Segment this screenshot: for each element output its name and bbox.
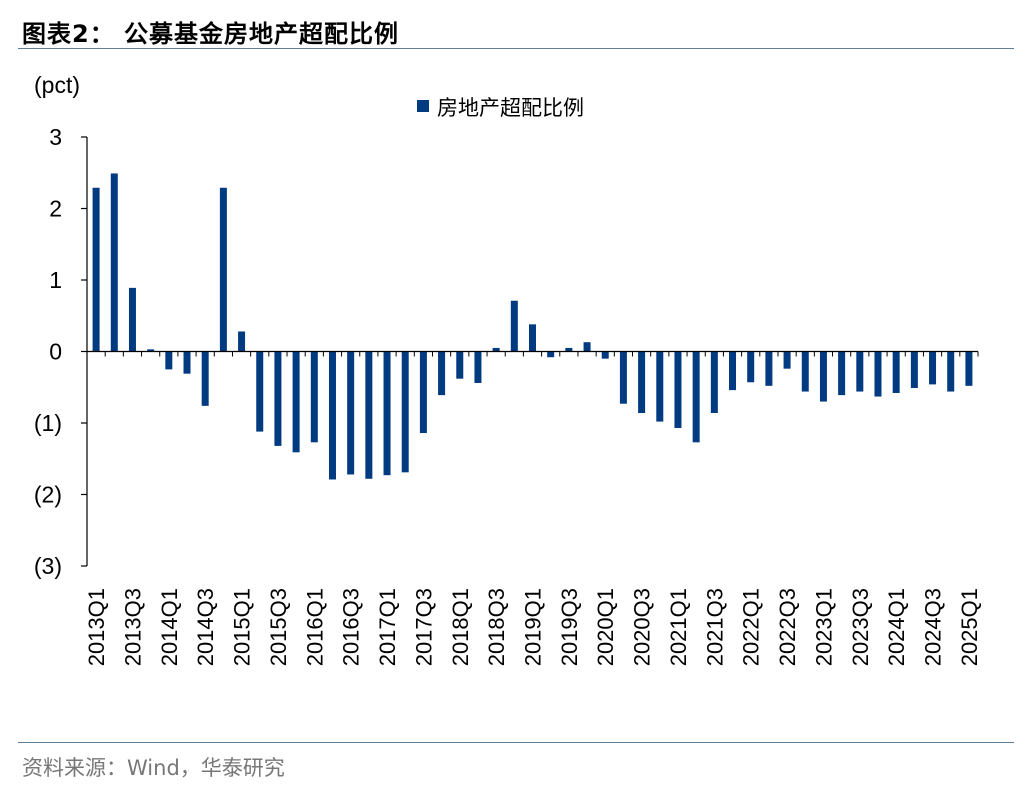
bar-2020Q2 — [619, 351, 627, 404]
x-tick-label: 2017Q1 — [375, 588, 400, 666]
y-tick-label: 2 — [49, 196, 62, 222]
bar-2020Q4 — [656, 351, 664, 422]
x-tick-label: 2020Q1 — [593, 588, 618, 666]
legend-swatch — [417, 100, 429, 112]
bar-2020Q1 — [601, 351, 609, 359]
source-note: 资料来源：Wind，华泰研究 — [22, 756, 285, 780]
bar-2018Q1 — [456, 351, 464, 379]
bar-2013Q2 — [110, 173, 118, 352]
y-tick-label: (3) — [34, 553, 62, 579]
bar-2024Q3 — [929, 351, 937, 385]
x-tick-label: 2022Q1 — [739, 588, 764, 666]
x-tick-label: 2017Q3 — [411, 588, 436, 666]
x-tick-label: 2019Q1 — [521, 588, 546, 666]
y-tick-label: 3 — [49, 124, 62, 150]
x-tick-label: 2013Q3 — [120, 588, 145, 666]
bar-2020Q3 — [638, 351, 646, 413]
bar-2022Q4 — [801, 351, 809, 392]
bar-2016Q3 — [347, 351, 355, 475]
bar-2021Q2 — [692, 351, 700, 443]
bar-2023Q3 — [856, 351, 864, 392]
bar-2022Q3 — [783, 351, 791, 369]
x-tick-label: 2018Q1 — [448, 588, 473, 666]
bar-2019Q4 — [583, 342, 591, 352]
x-tick-label: 2018Q3 — [484, 588, 509, 666]
top-divider — [18, 48, 1014, 49]
bar-2023Q2 — [838, 351, 846, 396]
bar-2021Q1 — [674, 351, 682, 429]
bar-2014Q4 — [219, 187, 227, 352]
bar-2019Q1 — [529, 324, 536, 352]
bar-2023Q1 — [819, 351, 827, 402]
bar-2025Q1 — [965, 351, 973, 386]
bar-2018Q3 — [492, 347, 500, 352]
bar-2013Q3 — [128, 287, 136, 352]
bar-2016Q2 — [328, 351, 336, 480]
y-tick-label: (1) — [34, 410, 62, 436]
bar-2019Q2 — [547, 351, 555, 358]
bar-2022Q1 — [747, 351, 755, 383]
bar-2024Q4 — [947, 351, 955, 392]
x-tick-label: 2014Q1 — [157, 588, 182, 666]
x-tick-label: 2021Q3 — [702, 588, 727, 666]
bar-2018Q4 — [510, 300, 518, 352]
y-tick-label: 1 — [49, 267, 62, 293]
x-tick-label: 2013Q1 — [84, 588, 109, 666]
bar-2015Q1 — [238, 331, 246, 352]
bottom-divider — [18, 742, 1014, 743]
x-tick-label: 2024Q3 — [921, 588, 946, 666]
y-tick-label: 0 — [49, 339, 62, 365]
y-axis: 3 2 1 0 (1) (2) (3) — [34, 124, 88, 579]
bar-2016Q1 — [310, 351, 318, 443]
x-tick-label: 2021Q1 — [666, 588, 691, 666]
bar-2017Q3 — [419, 351, 427, 434]
bar-2024Q1 — [892, 351, 900, 393]
bar-2017Q1 — [383, 351, 391, 476]
bar-2014Q3 — [201, 351, 209, 406]
x-tick-label: 2020Q3 — [630, 588, 655, 666]
x-tick-label: 2016Q1 — [302, 588, 327, 666]
bar-2015Q2 — [256, 351, 264, 432]
x-tick-label: 2022Q3 — [775, 588, 800, 666]
bar-2022Q2 — [765, 351, 773, 386]
bar-2013Q4 — [147, 349, 155, 352]
x-tick-label: 2016Q3 — [339, 588, 364, 666]
bar-2021Q4 — [729, 351, 737, 391]
bar-2021Q3 — [710, 351, 718, 413]
x-tick-label: 2015Q3 — [266, 588, 291, 666]
bar-2019Q3 — [565, 347, 573, 352]
y-tick-label: (2) — [34, 482, 62, 508]
legend: 房地产超配比例 — [417, 96, 584, 120]
x-axis: 2013Q1 2013Q3 2014Q1 2014Q3 2015Q1 2015Q3 2016… — [84, 350, 982, 666]
bar-2015Q3 — [274, 351, 282, 446]
bar-2014Q1 — [165, 351, 173, 370]
bar-2017Q4 — [438, 351, 446, 396]
x-tick-label: 2024Q1 — [884, 588, 909, 666]
y-unit-label: (pct) — [34, 72, 80, 98]
bar-2014Q2 — [183, 351, 191, 374]
x-tick-label: 2015Q1 — [230, 588, 255, 666]
legend-label: 房地产超配比例 — [437, 96, 584, 120]
figure-title: 图表2： 公募基金房地产超配比例 — [22, 20, 400, 48]
x-tick-label: 2019Q3 — [557, 588, 582, 666]
bars — [92, 173, 973, 480]
bar-2016Q4 — [365, 351, 373, 479]
x-tick-label: 2023Q3 — [848, 588, 873, 666]
bar-2024Q2 — [910, 351, 918, 388]
bar-2015Q4 — [292, 351, 300, 453]
x-tick-label: 2025Q1 — [957, 588, 982, 666]
x-tick-label: 2023Q1 — [811, 588, 836, 666]
bar-2013Q1 — [92, 187, 100, 352]
bar-2018Q2 — [474, 351, 482, 383]
x-tick-label: 2014Q3 — [193, 588, 218, 666]
bar-2017Q2 — [401, 351, 409, 473]
bar-2023Q4 — [874, 351, 882, 397]
